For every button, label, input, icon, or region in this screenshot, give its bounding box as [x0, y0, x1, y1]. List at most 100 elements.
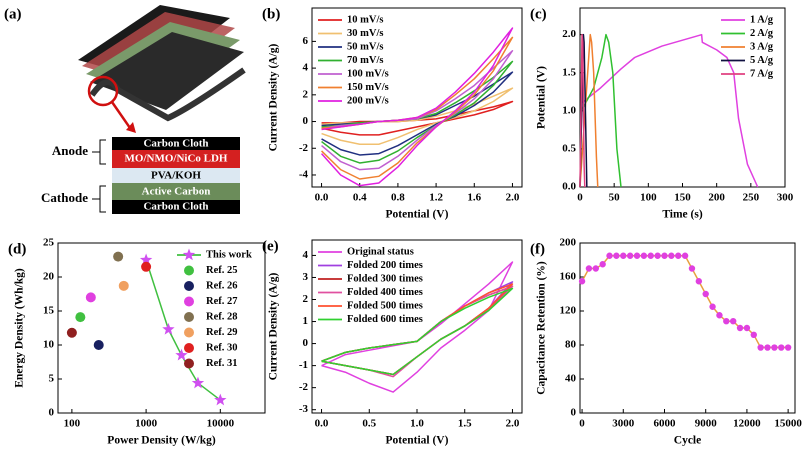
- arrow-head: [126, 122, 136, 133]
- point-marker: [757, 344, 764, 351]
- point-marker: [668, 252, 675, 259]
- y-tick-label: -2: [299, 381, 309, 393]
- x-tick-label: 0.8: [391, 192, 405, 204]
- layer-label: Carbon Cloth: [143, 201, 208, 213]
- point-marker: [778, 344, 785, 351]
- point-marker: [184, 265, 194, 276]
- panel-label: (e): [262, 238, 279, 254]
- y-tick-label: 2: [303, 88, 309, 100]
- point-marker: [723, 318, 730, 325]
- y-tick-label: 1.5: [562, 66, 576, 78]
- point-marker: [771, 344, 778, 351]
- x-tick-label: 2.0: [506, 192, 520, 204]
- star-marker: [139, 253, 153, 266]
- y-axis-label: Current Density (A/g): [268, 272, 280, 380]
- legend-label: 30 mV/s: [347, 28, 383, 39]
- x-tick-label: 150: [674, 192, 691, 204]
- x-tick-label: 1000: [135, 418, 158, 430]
- y-tick-label: 1: [303, 315, 309, 327]
- point-marker: [585, 265, 593, 272]
- point-marker: [620, 252, 627, 259]
- y-tick-label: 25: [43, 237, 55, 249]
- x-tick-label: 100: [64, 418, 81, 430]
- x-tick-label: 3000: [612, 418, 635, 430]
- x-axis-label: Potential (V): [386, 209, 449, 221]
- y-tick-label: 40: [565, 373, 577, 385]
- point-marker: [141, 261, 152, 272]
- point-marker: [184, 343, 194, 353]
- sheet-edge: [89, 67, 246, 122]
- y-tick-label: -4: [299, 169, 309, 181]
- y-tick-label: 80: [565, 339, 577, 351]
- point-marker: [750, 331, 757, 338]
- legend-label: 100 mV/s: [347, 68, 389, 79]
- star-marker: [162, 322, 175, 335]
- x-tick-label: 10000: [207, 418, 235, 430]
- point-marker: [716, 312, 723, 319]
- y-tick-label: -3: [299, 403, 309, 415]
- plot-frame: [57, 242, 266, 414]
- arrow: [110, 101, 132, 129]
- panel-label: (b): [262, 6, 280, 22]
- legend-label: Folded 400 times: [347, 287, 423, 298]
- legend-label: This work: [206, 249, 252, 260]
- y-tick-label: 0.5: [562, 142, 576, 154]
- y-tick-label: 0.0: [562, 181, 576, 193]
- bracket: [92, 185, 106, 213]
- point-marker: [736, 324, 744, 332]
- panel-label: (a): [4, 6, 22, 22]
- y-tick-label: 0: [303, 115, 309, 127]
- x-axis-label: Cycle: [674, 435, 701, 447]
- point-marker: [66, 327, 77, 338]
- point-marker: [184, 312, 194, 322]
- x-axis-label: Power Density (W/kg): [107, 435, 216, 447]
- layer-label: Active Carbon: [142, 186, 211, 198]
- point-marker: [184, 281, 194, 291]
- x-tick-label: 1.0: [410, 418, 424, 430]
- x-tick-label: 200: [708, 192, 725, 204]
- x-tick-label: 15000: [774, 418, 802, 430]
- star-marker: [191, 376, 205, 389]
- series-line: [320, 27, 514, 187]
- point-marker: [113, 251, 124, 262]
- point-marker: [75, 312, 86, 323]
- star-marker: [182, 248, 196, 261]
- point-marker: [654, 252, 661, 259]
- bracket: [92, 139, 106, 165]
- layer-label: Carbon Cloth: [143, 138, 208, 150]
- x-axis-label: Potential (V): [386, 435, 449, 447]
- legend-label: Ref. 28: [206, 311, 238, 322]
- point-marker: [647, 252, 654, 259]
- x-tick-label: 0.4: [353, 192, 367, 204]
- legend-label: 2 A/g: [750, 28, 774, 39]
- x-tick-label: 1.5: [458, 418, 472, 430]
- legend-label: 3 A/g: [750, 41, 774, 52]
- layer-label: PVA/KOH: [151, 170, 201, 182]
- layer: [112, 137, 240, 150]
- x-tick-label: 0: [577, 192, 583, 204]
- series-line: [579, 33, 759, 188]
- x-tick-label: 1.2: [429, 192, 443, 204]
- panel-label: (f): [530, 241, 545, 257]
- y-tick-label: 20: [43, 271, 55, 283]
- y-tick-label: -2: [299, 142, 309, 154]
- series-line: [579, 33, 586, 188]
- y-tick-label: 15: [43, 305, 55, 317]
- y-tick-label: 4: [303, 62, 309, 74]
- series-line: [581, 255, 789, 349]
- y-tick-label: 2.0: [562, 28, 576, 40]
- point-marker: [184, 327, 194, 338]
- y-tick-label: 10: [43, 339, 55, 351]
- y-tick-label: 3: [303, 271, 309, 283]
- x-tick-label: 250: [743, 192, 760, 204]
- point-marker: [729, 318, 737, 325]
- point-marker: [578, 278, 586, 285]
- x-tick-label: 100: [640, 192, 657, 204]
- group-label: Anode: [52, 143, 88, 158]
- legend-label: 50 mV/s: [347, 41, 383, 52]
- x-tick-label: 9000: [695, 418, 718, 430]
- y-axis-label: Energy Density (Wh/kg): [14, 268, 26, 388]
- legend-label: Ref. 30: [206, 342, 238, 353]
- legend-label: Original status: [347, 246, 414, 257]
